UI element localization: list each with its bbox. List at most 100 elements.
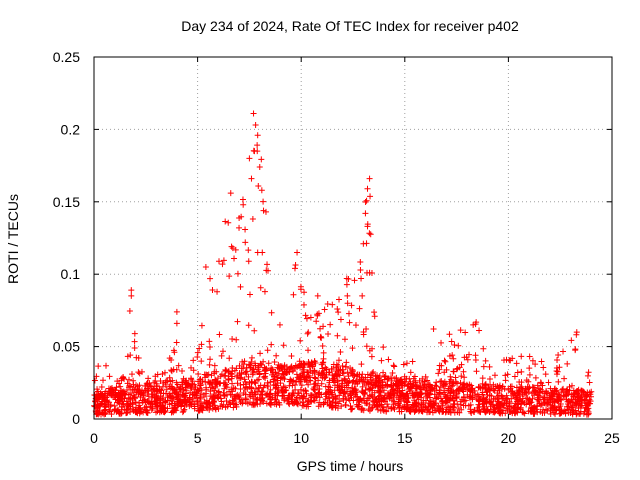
data-point	[524, 383, 531, 390]
data-point	[443, 366, 450, 373]
data-point	[115, 391, 122, 398]
data-point	[211, 362, 218, 369]
data-point	[321, 306, 328, 313]
data-point	[241, 376, 248, 383]
data-point	[130, 377, 137, 384]
data-point	[491, 372, 498, 379]
data-point	[483, 389, 490, 396]
data-point	[537, 408, 544, 415]
data-point	[471, 408, 478, 415]
data-point	[98, 411, 105, 418]
data-point	[573, 388, 580, 395]
data-point	[482, 380, 489, 387]
data-point	[287, 364, 294, 371]
data-point	[350, 377, 357, 384]
data-point	[156, 399, 163, 406]
data-point	[344, 378, 351, 385]
data-point	[436, 389, 443, 396]
data-point	[131, 344, 138, 351]
data-point	[206, 381, 213, 388]
data-point	[191, 381, 198, 388]
data-point	[135, 355, 142, 362]
data-point	[446, 406, 453, 413]
data-point	[223, 391, 230, 398]
data-point	[120, 374, 127, 381]
data-point	[430, 325, 437, 332]
data-point	[260, 198, 267, 205]
data-point	[257, 360, 264, 367]
data-point	[275, 361, 282, 368]
data-point	[505, 386, 512, 393]
data-point	[117, 383, 124, 390]
data-point	[565, 397, 572, 404]
data-point	[91, 403, 98, 410]
data-point	[450, 368, 457, 375]
data-point	[340, 370, 347, 377]
data-point	[136, 370, 143, 377]
data-point	[264, 261, 271, 268]
data-point	[525, 378, 532, 385]
data-point	[562, 410, 569, 417]
data-point	[226, 355, 233, 362]
data-point	[187, 382, 194, 389]
data-point	[308, 359, 315, 366]
data-point	[304, 401, 311, 408]
data-point	[436, 408, 443, 415]
data-point	[193, 394, 200, 401]
data-point	[500, 357, 507, 364]
data-point	[267, 396, 274, 403]
chart-title: Day 234 of 2024, Rate Of TEC Index for r…	[181, 18, 519, 34]
data-point	[411, 391, 418, 398]
data-point	[219, 261, 226, 268]
data-point	[296, 395, 303, 402]
data-point	[198, 322, 205, 329]
data-point	[568, 337, 575, 344]
data-point	[435, 370, 442, 377]
data-point	[356, 371, 363, 378]
data-point	[402, 393, 409, 400]
data-point	[518, 353, 525, 360]
data-point	[585, 400, 592, 407]
data-point	[148, 398, 155, 405]
data-point	[518, 368, 525, 375]
data-point	[358, 275, 365, 282]
data-point	[153, 400, 160, 407]
data-point	[454, 401, 461, 408]
data-point	[574, 410, 581, 417]
data-point	[344, 292, 351, 299]
data-point	[127, 352, 134, 359]
data-point	[491, 406, 498, 413]
data-point	[267, 386, 274, 393]
data-point	[256, 164, 263, 171]
data-point	[393, 374, 400, 381]
data-point	[480, 363, 487, 370]
data-point	[390, 362, 397, 369]
data-point	[333, 361, 340, 368]
data-point	[179, 409, 186, 416]
data-point	[407, 408, 414, 415]
data-point	[460, 393, 467, 400]
data-point	[344, 369, 351, 376]
data-point	[257, 350, 264, 357]
data-point	[222, 218, 229, 225]
data-point	[294, 394, 301, 401]
data-point	[329, 372, 336, 379]
data-point	[514, 389, 521, 396]
data-point	[288, 363, 295, 370]
data-point	[269, 366, 276, 373]
data-point	[95, 363, 102, 370]
data-point	[369, 345, 376, 352]
data-point	[145, 388, 152, 395]
data-point	[544, 407, 551, 414]
data-point	[156, 409, 163, 416]
data-point	[441, 357, 448, 364]
data-point	[236, 395, 243, 402]
data-point	[244, 385, 251, 392]
data-point	[305, 361, 312, 368]
data-point	[178, 403, 185, 410]
data-point	[492, 395, 499, 402]
data-point	[251, 389, 258, 396]
data-point	[103, 362, 110, 369]
data-point	[583, 404, 590, 411]
data-point	[564, 360, 571, 367]
